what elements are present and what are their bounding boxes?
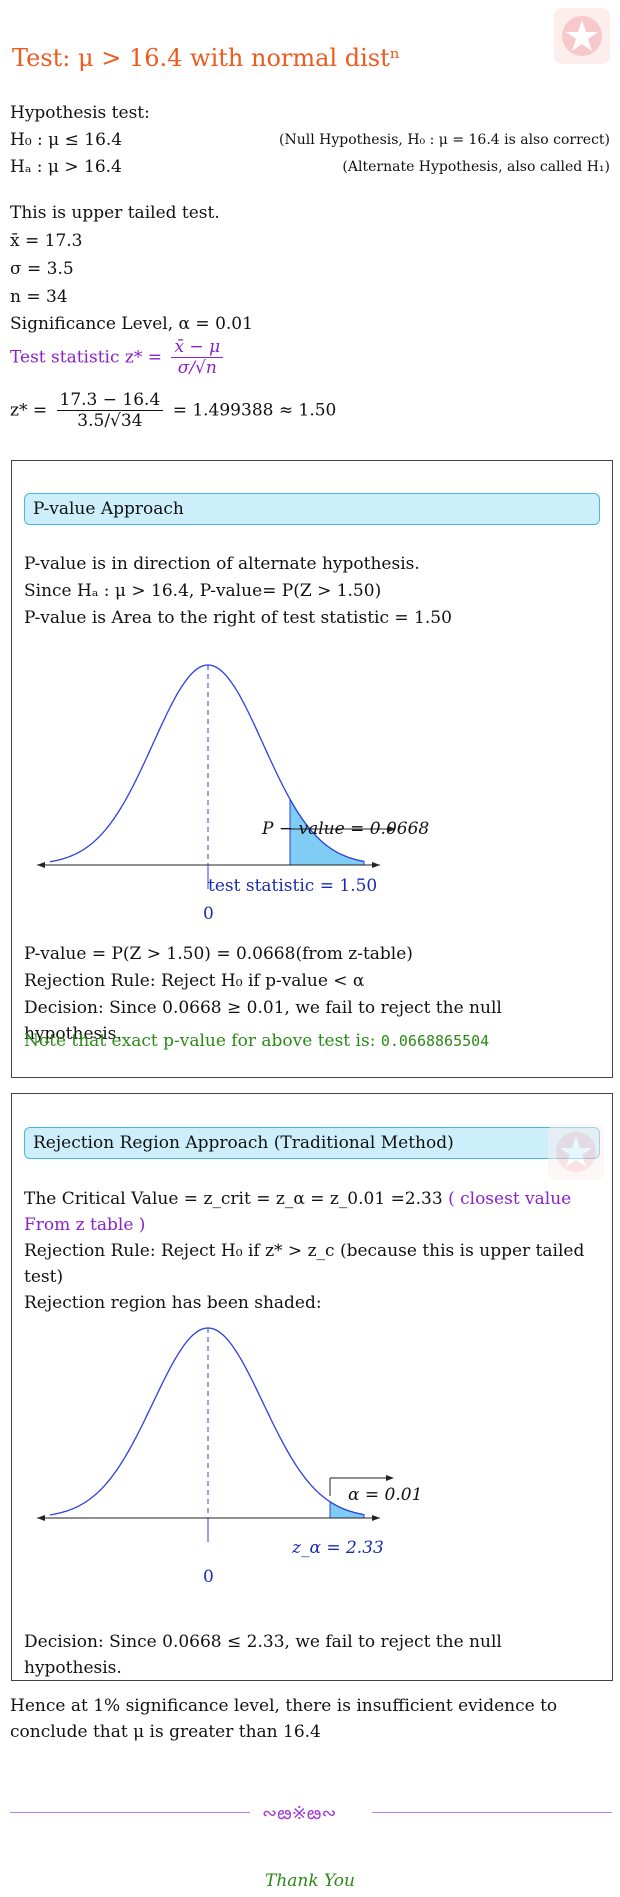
- exact-pvalue-note: Note that exact p-value for above test i…: [24, 1028, 600, 1054]
- formula-numerator: x̄ − μ: [171, 337, 224, 359]
- pvalue-axis-arrow-right: [372, 862, 380, 868]
- alpha-arrow-head: [386, 1475, 394, 1481]
- pvalue-approach-header: P-value Approach: [24, 493, 600, 525]
- conclusion-text: Hence at 1% significance level, there is…: [10, 1696, 558, 1743]
- pvalue-arrow-head: [388, 826, 396, 832]
- test-statistic-label: Test statistic z* =: [10, 347, 163, 368]
- sigma-value: σ = 3.5: [10, 259, 74, 279]
- watermark-logo: [548, 1124, 604, 1180]
- exact-pvalue-text: Note that exact p-value for above test i…: [24, 1031, 376, 1051]
- divider-left: [10, 1812, 250, 1813]
- calc-denominator: 3.5/√34: [77, 411, 143, 432]
- formula-denominator: σ/√n: [177, 358, 217, 379]
- null-hypothesis: H₀ : μ ≤ 16.4: [10, 130, 123, 150]
- alternate-hypothesis: Hₐ : μ > 16.4: [10, 157, 122, 177]
- rejection-region-header: Rejection Region Approach (Traditional M…: [24, 1127, 600, 1159]
- sample-mean: x̄ = 17.3: [10, 231, 83, 251]
- pvalue-result-2: Rejection Rule: Reject H₀ if p-value < α: [24, 971, 365, 991]
- pvalue-approach-box: P-value Approach P-value is in direction…: [11, 460, 613, 1078]
- hypothesis-heading: Hypothesis test:: [10, 103, 150, 123]
- critical-value-text: The Critical Value = z_crit = z_α = z_0.…: [24, 1189, 443, 1209]
- brand-logo: [554, 8, 610, 64]
- exact-pvalue-value: 0.0668865504: [380, 1032, 490, 1050]
- calc-lhs: z* =: [10, 400, 48, 421]
- alternate-hypothesis-note: (Alternate Hypothesis, also called H₁): [342, 159, 610, 175]
- rejection-axis-arrow-right: [372, 1515, 380, 1521]
- rejection-axis-arrow-left: [37, 1515, 45, 1521]
- page-title: Test: μ > 16.4 with normal distⁿ: [12, 44, 401, 72]
- rejection-region-box: Rejection Region Approach (Traditional M…: [11, 1093, 613, 1681]
- test-statistic-calc: z* = 17.3 − 16.4 3.5/√34 = 1.499388 ≈ 1.…: [10, 390, 336, 432]
- calc-numerator: 17.3 − 16.4: [56, 390, 164, 412]
- pvalue-line-3: P-value is Area to the right of test sta…: [24, 608, 452, 628]
- alpha-chart-label: α = 0.01: [348, 1485, 423, 1505]
- rejection-normal-curve: [37, 1327, 394, 1542]
- pvalue-line-1: P-value is in direction of alternate hyp…: [24, 554, 420, 574]
- pvalue-result-1: P-value = P(Z > 1.50) = 0.0668(from z-ta…: [24, 944, 413, 964]
- shaded-region-note: Rejection region has been shaded:: [24, 1293, 322, 1313]
- rejection-decision: Decision: Since 0.0668 ≤ 2.33, we fail t…: [24, 1632, 502, 1679]
- pvalue-density-curve: [49, 664, 365, 863]
- divider-right: [372, 1812, 612, 1813]
- tail-statement: This is upper tailed test.: [10, 203, 220, 223]
- rejection-density-curve: [49, 1327, 365, 1516]
- calc-rhs: = 1.499388 ≈ 1.50: [172, 400, 337, 421]
- thank-you: Thank You: [264, 1871, 355, 1891]
- pvalue-line-2: Since Hₐ : μ > 16.4, P-value= P(Z > 1.50…: [24, 581, 382, 601]
- critical-value-line: The Critical Value = z_crit = z_α = z_0.…: [24, 1186, 600, 1239]
- pvalue-result-3: Decision: Since 0.0668 ≥ 0.01, we fail t…: [24, 998, 502, 1045]
- test-statistic-chart-label: test statistic = 1.50: [208, 876, 378, 896]
- ornament: ∾ఴ※ఴ∾: [262, 1803, 337, 1824]
- pvalue-axis-arrow-left: [37, 862, 45, 868]
- pvalue-normal-curve: [37, 664, 396, 889]
- test-statistic-formula: Test statistic z* = x̄ − μ σ/√n: [10, 337, 227, 379]
- sample-size: n = 34: [10, 287, 68, 307]
- z-alpha-chart-label: z_α = 2.33: [292, 1538, 384, 1558]
- critical-value-note: ( closest value From z table ): [24, 1189, 572, 1236]
- rejection-rule: Rejection Rule: Reject H₀ if z* > z_c (b…: [24, 1241, 585, 1288]
- pvalue-chart-label: P − value = 0.0668: [262, 819, 430, 839]
- pvalue-chart-zero: 0: [203, 904, 214, 924]
- significance-level: Significance Level, α = 0.01: [10, 314, 253, 334]
- null-hypothesis-note: (Null Hypothesis, H₀ : μ = 16.4 is also …: [279, 132, 610, 148]
- rejection-chart-zero: 0: [203, 1567, 214, 1587]
